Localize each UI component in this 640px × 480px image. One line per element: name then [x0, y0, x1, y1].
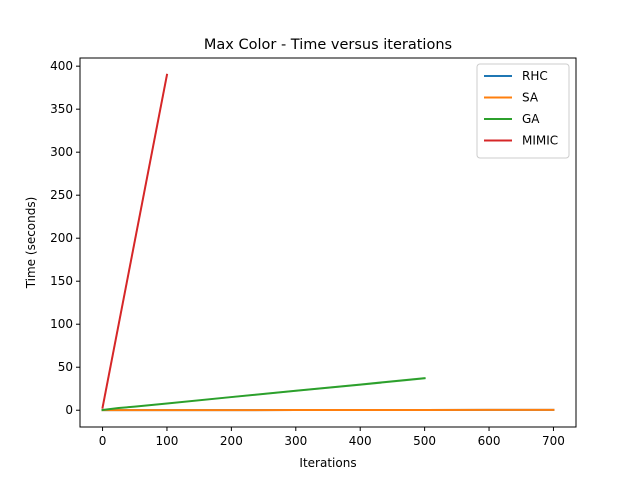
series-line-ga: [101, 377, 426, 412]
y-tick-label: 150: [50, 274, 73, 288]
y-tick-label: 100: [50, 317, 73, 331]
legend-label-sa: SA: [522, 91, 539, 105]
chart-title: Max Color - Time versus iterations: [204, 37, 452, 53]
series-line-mimic: [101, 73, 169, 409]
plot-area-frame: [79, 57, 577, 428]
y-tick-label: 400: [50, 59, 73, 73]
x-tick-label: 0: [99, 434, 107, 448]
y-tick-label: 0: [65, 403, 73, 417]
x-tick-label: 200: [220, 434, 243, 448]
x-axis-title: Iterations: [299, 456, 356, 470]
y-axis-title: Time (seconds): [24, 197, 38, 290]
y-tick-label: 50: [58, 360, 73, 374]
series-lines: [101, 73, 555, 412]
legend-label-rhc: RHC: [522, 69, 548, 83]
x-tick-label: 400: [349, 434, 372, 448]
x-axis: 0 100 200 300 400 500 600 700: [99, 427, 565, 448]
x-tick-label: 100: [156, 434, 179, 448]
y-tick-label: 300: [50, 145, 73, 159]
x-tick-label: 600: [478, 434, 501, 448]
x-tick-label: 300: [284, 434, 307, 448]
legend-box: [476, 63, 570, 159]
legend-label-mimic: MIMIC: [522, 134, 558, 148]
y-tick-label: 250: [50, 188, 73, 202]
y-axis: 0 50 100 150 200 250 300 350 400: [50, 59, 80, 417]
legend-label-ga: GA: [522, 112, 540, 126]
x-tick-label: 700: [542, 434, 565, 448]
y-tick-label: 350: [50, 102, 73, 116]
x-tick-label: 500: [413, 434, 436, 448]
y-tick-label: 200: [50, 231, 73, 245]
legend: RHC SA GA MIMIC: [476, 63, 570, 159]
